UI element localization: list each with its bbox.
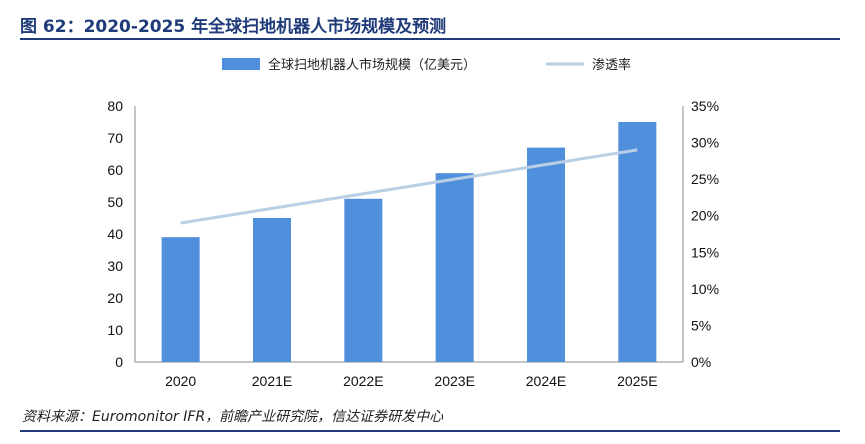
y-right-tick-label: 30% <box>691 135 719 151</box>
bar <box>161 237 200 362</box>
y-right-tick-label: 0% <box>691 354 711 370</box>
y-left-tick-label: 50 <box>107 194 123 210</box>
bar <box>253 218 291 362</box>
y-left-tick-label: 10 <box>107 322 123 338</box>
bar <box>435 173 474 362</box>
x-tick-label: 2023E <box>434 373 474 389</box>
bar <box>527 147 565 362</box>
bar <box>344 198 383 362</box>
y-left-tick-label: 60 <box>107 162 123 178</box>
legend-bar-swatch <box>222 58 260 70</box>
series-line-penetration-rate <box>180 148 638 225</box>
legend-line-label: 渗透率 <box>592 57 631 72</box>
y-left-tick-label: 0 <box>115 354 123 370</box>
y-left-tick-label: 80 <box>107 98 123 114</box>
chart-area: 全球扫地机器人市场规模（亿美元） 渗透率 0 10 20 30 40 50 60 70 80 0% 5%… <box>0 40 865 400</box>
y-right-tick-label: 20% <box>691 208 719 224</box>
combo-chart: 全球扫地机器人市场规模（亿美元） 渗透率 0 10 20 30 40 50 60 70 80 0% 5%… <box>107 57 719 389</box>
y-right-tick-label: 15% <box>691 244 719 260</box>
y-left-tick-label: 40 <box>107 226 123 242</box>
source-bar: 资料来源：Euromonitor IFR，前瞻产业研究院，信达证券研发中心 <box>20 402 840 432</box>
y-left-tick-label: 70 <box>107 130 123 146</box>
y-left-tick-label: 20 <box>107 290 123 306</box>
y-right-tick-label: 5% <box>691 317 711 333</box>
y-right-tick-label: 25% <box>691 171 719 187</box>
source-note: 资料来源：Euromonitor IFR，前瞻产业研究院，信达证券研发中心 <box>22 409 444 425</box>
y-left-tick-label: 30 <box>107 258 123 274</box>
y-right-tick-label: 35% <box>691 98 719 114</box>
bar <box>618 122 657 362</box>
figure-title-bar: 图 62：2020-2025 年全球扫地机器人市场规模及预测 <box>20 8 840 40</box>
x-tick-label: 2020 <box>165 373 196 389</box>
legend-bar-label: 全球扫地机器人市场规模（亿美元） <box>268 57 476 72</box>
x-tick-label: 2022E <box>343 373 383 389</box>
y-right-tick-label: 10% <box>691 281 719 297</box>
x-tick-label: 2021E <box>252 373 292 389</box>
x-tick-label: 2024E <box>526 373 566 389</box>
figure-title: 图 62：2020-2025 年全球扫地机器人市场规模及预测 <box>20 17 447 37</box>
x-tick-label: 2025E <box>617 373 657 389</box>
